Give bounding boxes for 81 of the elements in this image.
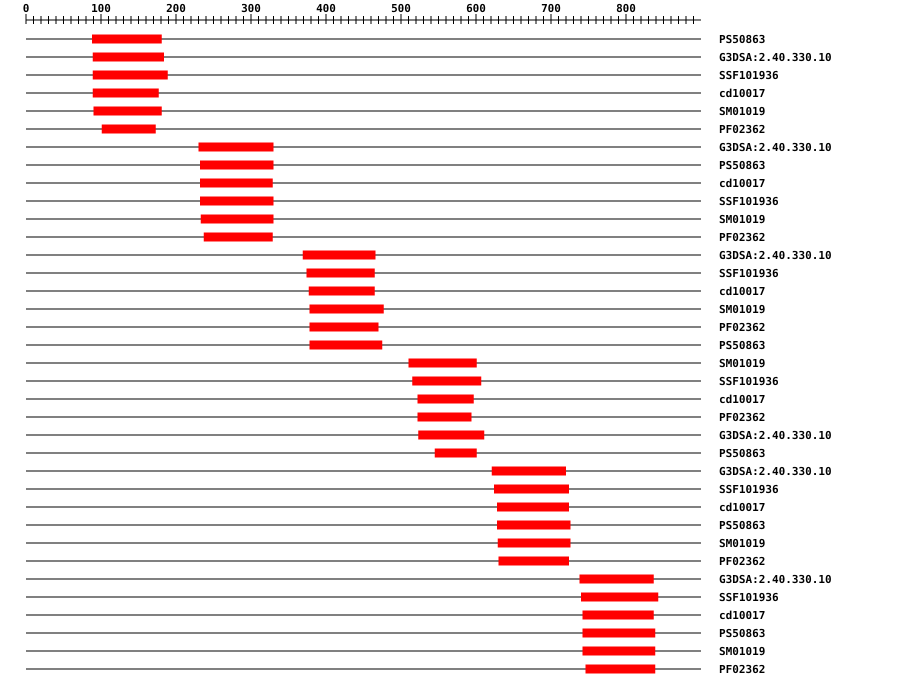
- bar: [102, 124, 156, 134]
- bar: [418, 394, 474, 404]
- y-tick-label: PF02362: [719, 321, 766, 334]
- y-tick-label: G3DSA:2.40.330.10: [719, 429, 832, 442]
- bar: [310, 322, 378, 332]
- y-tick-label: G3DSA:2.40.330.10: [719, 573, 832, 586]
- bar: [582, 646, 656, 656]
- y-tick-label: SSF101936: [719, 195, 779, 208]
- bar: [497, 520, 570, 530]
- bar: [308, 286, 375, 296]
- y-tick-label: G3DSA:2.40.330.10: [719, 51, 832, 64]
- bar: [434, 448, 477, 458]
- y-tick-label: cd10017: [719, 285, 766, 298]
- y-tick-label: cd10017: [719, 393, 766, 406]
- bar: [306, 268, 375, 278]
- bar: [200, 196, 274, 206]
- bar: [302, 250, 376, 260]
- y-tick-label: SM01019: [719, 303, 766, 316]
- bar: [497, 502, 569, 512]
- bar: [92, 52, 164, 62]
- x-tick-label: 500: [391, 2, 411, 15]
- y-tick-label: SM01019: [719, 213, 766, 226]
- bar: [418, 412, 472, 422]
- y-tick-label: cd10017: [719, 609, 766, 622]
- bar: [92, 70, 168, 80]
- bar: [492, 466, 566, 476]
- y-tick-label: SSF101936: [719, 267, 779, 280]
- y-tick-label: cd10017: [719, 177, 766, 190]
- bar: [310, 304, 384, 314]
- bar: [198, 142, 274, 152]
- y-tick-label: SM01019: [719, 537, 766, 550]
- y-tick-label: PF02362: [719, 231, 766, 244]
- bar: [200, 214, 274, 224]
- bar: [204, 232, 273, 242]
- bar: [582, 610, 654, 620]
- x-tick-label: 600: [466, 2, 486, 15]
- x-tick-label: 700: [541, 2, 561, 15]
- bar: [310, 340, 382, 350]
- x-tick-label: 300: [241, 2, 261, 15]
- y-tick-label: PS50863: [719, 519, 766, 532]
- y-tick-label: PF02362: [719, 663, 766, 676]
- y-tick-label: cd10017: [719, 87, 766, 100]
- y-tick-label: G3DSA:2.40.330.10: [719, 249, 832, 262]
- bar: [92, 88, 159, 98]
- y-tick-label: SM01019: [719, 357, 766, 370]
- x-tick-label: 200: [166, 2, 186, 15]
- bar: [94, 106, 162, 116]
- bar: [92, 34, 162, 44]
- y-tick-label: cd10017: [719, 501, 766, 514]
- y-tick-label: PF02362: [719, 123, 766, 136]
- y-tick-label: PS50863: [719, 447, 766, 460]
- bar: [494, 484, 569, 494]
- bar: [200, 160, 274, 170]
- y-tick-label: PF02362: [719, 555, 766, 568]
- bar: [408, 358, 477, 368]
- y-tick-label: SSF101936: [719, 591, 779, 604]
- y-tick-label: SSF101936: [719, 69, 779, 82]
- y-tick-label: SSF101936: [719, 483, 779, 496]
- y-tick-label: G3DSA:2.40.330.10: [719, 141, 832, 154]
- x-tick-label: 800: [616, 2, 636, 15]
- bar: [412, 376, 482, 386]
- bar: [580, 574, 654, 584]
- bar: [581, 592, 658, 602]
- y-tick-label: SM01019: [719, 645, 766, 658]
- bar: [498, 556, 569, 566]
- y-tick-label: PS50863: [719, 159, 766, 172]
- x-tick-label: 100: [91, 2, 111, 15]
- y-tick-label: G3DSA:2.40.330.10: [719, 465, 832, 478]
- bar: [200, 178, 273, 188]
- y-tick-label: PS50863: [719, 339, 766, 352]
- bar: [498, 538, 570, 548]
- y-tick-label: PF02362: [719, 411, 766, 424]
- bar: [582, 628, 656, 638]
- bar: [586, 664, 656, 674]
- y-tick-label: PS50863: [719, 33, 766, 46]
- y-tick-label: SM01019: [719, 105, 766, 118]
- y-tick-label: SSF101936: [719, 375, 779, 388]
- x-tick-label: 400: [316, 2, 336, 15]
- x-tick-label: 0: [22, 2, 30, 15]
- bar: [418, 430, 484, 440]
- y-tick-label: PS50863: [719, 627, 766, 640]
